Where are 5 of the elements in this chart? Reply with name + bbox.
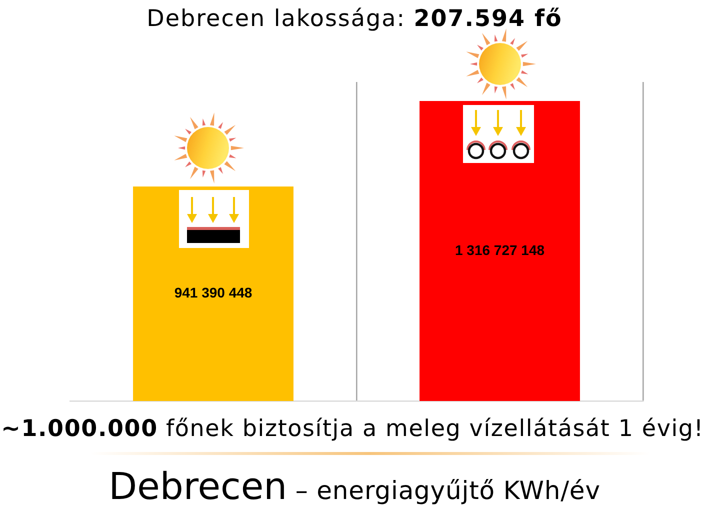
text: ~1.000.000 főnek biztosítja a meleg vízellátását 1 évig! [1, 416, 704, 442]
x-axis-title: Debrecen – energiagyűjtő KWh/év [108, 465, 600, 508]
chart-title: Debrecen lakossága: 207.594 fő [146, 6, 562, 32]
data-label: 941 390 448 [174, 284, 252, 301]
data-label: 1 316 727 148 [454, 242, 545, 258]
